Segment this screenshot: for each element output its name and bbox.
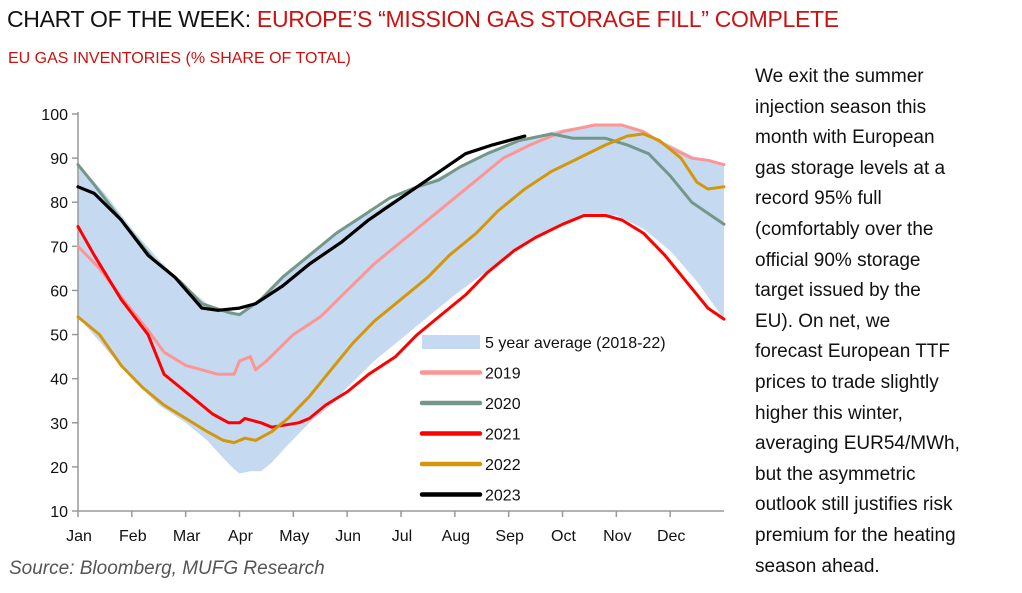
commentary-text: We exit the summer injection season this m…	[755, 62, 1017, 582]
x-tick-label: Nov	[603, 528, 631, 545]
y-tick-label: 60	[50, 283, 68, 300]
x-tick-label: Mar	[173, 528, 201, 545]
x-tick-label: May	[279, 528, 309, 545]
commentary-line: month with European	[755, 127, 935, 149]
y-tick-label: 40	[50, 372, 68, 389]
commentary-line: prices to trade slightly	[755, 371, 939, 393]
commentary-line: official 90% storage	[755, 249, 921, 271]
y-tick-label: 20	[50, 460, 68, 477]
commentary-line: premium for the heating	[755, 524, 956, 546]
x-tick-label: Aug	[442, 528, 470, 545]
commentary-line: season ahead.	[755, 555, 880, 577]
series-line-2021	[76, 214, 726, 429]
commentary-line: (comfortably over the	[755, 218, 934, 240]
y-tick-label: 100	[41, 107, 68, 124]
commentary-line: higher this winter,	[755, 402, 903, 424]
legend-label-2020: 2020	[485, 396, 521, 413]
x-tick-label: Jun	[335, 528, 361, 545]
y-tick-label: 10	[50, 504, 68, 521]
title-highlight: EUROPE’S “MISSION GAS STORAGE FILL” COMP…	[256, 6, 839, 32]
y-tick-label: 50	[50, 328, 68, 345]
x-tick-label: Sep	[495, 528, 524, 545]
legend-label-band: 5 year average (2018-22)	[485, 335, 666, 352]
legend: 5 year average (2018-22) 2019 2020 2021 2022…	[419, 335, 666, 505]
x-tick-label: Jan	[66, 528, 92, 545]
series-layer	[76, 123, 726, 445]
legend-label-2023: 2023	[485, 488, 521, 505]
commentary-line: gas storage levels at a	[755, 157, 946, 179]
y-tick-label: 90	[50, 151, 68, 168]
commentary-line: but the asymmetric	[755, 463, 916, 485]
x-tick-label: Dec	[657, 528, 685, 545]
gas-storage-chart: 10 20 30 40 50 60 70 80 90 100 Jan Feb Mar Apr May Jun J…	[41, 107, 726, 545]
commentary-line: We exit the summer	[755, 66, 924, 87]
title-prefix: CHART OF THE WEEK:	[7, 6, 257, 32]
series-line-2019	[76, 123, 726, 376]
legend-label-2021: 2021	[485, 427, 521, 444]
legend-label-2019: 2019	[485, 366, 521, 383]
y-tick-label: 70	[50, 239, 68, 256]
legend-swatch-band	[422, 335, 480, 349]
commentary-line: outlook still justifies risk	[755, 494, 953, 516]
y-tick-label: 30	[50, 416, 68, 433]
series-line-2023	[76, 134, 527, 312]
x-tick-label: Jul	[392, 528, 412, 545]
commentary-line: EU). On net, we	[755, 310, 891, 332]
y-tick-label: 80	[50, 195, 68, 212]
page-title: CHART OF THE WEEK: EUROPE’S “MISSION GAS…	[7, 6, 839, 33]
series-line-2022	[76, 132, 726, 445]
x-tick-label: Apr	[228, 528, 254, 545]
x-tick-label: Oct	[551, 528, 576, 545]
series-line-2020	[76, 132, 726, 317]
chart-subtitle: EU GAS INVENTORIES (% SHARE OF TOTAL)	[8, 50, 351, 67]
axes-layer: 10 20 30 40 50 60 70 80 90 100 Jan Feb Mar Apr May Jun J…	[41, 107, 724, 545]
commentary-line: injection season this	[755, 96, 927, 118]
commentary-line: record 95% full	[755, 188, 882, 210]
commentary-line: target issued by the	[755, 280, 921, 302]
source-note: Source: Bloomberg, MUFG Research	[9, 558, 325, 579]
legend-label-2022: 2022	[485, 457, 521, 474]
commentary-line: averaging EUR54/MWh,	[755, 433, 960, 455]
x-tick-label: Feb	[119, 528, 147, 545]
commentary-line: forecast European TTF	[755, 341, 951, 363]
